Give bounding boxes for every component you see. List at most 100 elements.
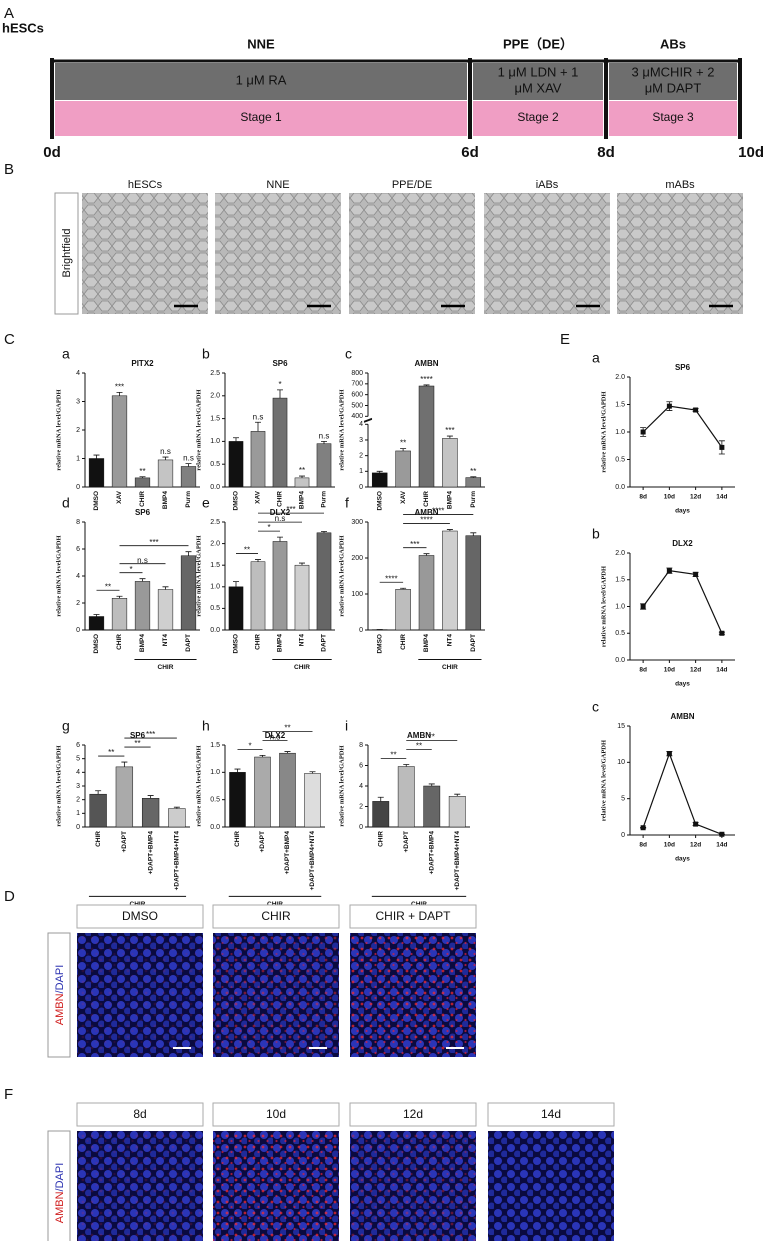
phase-label: PPE（DE） <box>503 36 573 51</box>
x-tick-label: 10d <box>664 667 675 674</box>
x-tick-label: BMP4 <box>423 634 430 652</box>
image-title: 10d <box>266 1107 286 1121</box>
x-tick-label: Purm <box>321 491 328 508</box>
chart-title: SP6 <box>675 363 691 372</box>
y-tick-label: 1.0 <box>615 429 625 436</box>
row-label-box <box>47 932 71 1058</box>
data-point <box>693 407 699 413</box>
panel-letter: F <box>4 1086 13 1103</box>
group-label: CHIR <box>294 664 310 671</box>
error-bar <box>93 614 100 617</box>
significance-label: * <box>248 741 251 750</box>
bar <box>157 459 174 488</box>
y-tick-label: 2.0 <box>615 550 625 557</box>
significance-label: ** <box>244 546 250 555</box>
chart-title: DLX2 <box>270 508 291 517</box>
y-tick-label: 1 <box>359 468 363 475</box>
error-bar <box>277 536 283 542</box>
error-bar <box>95 790 102 795</box>
bar <box>448 796 466 828</box>
image-title: mABs <box>665 179 695 191</box>
error-bar <box>321 531 327 533</box>
error-bar <box>233 437 239 442</box>
ambn-signal <box>350 1131 476 1241</box>
x-axis-label: days <box>675 856 690 863</box>
y-axis-label: relative mRNA level/GAPDH <box>600 566 607 647</box>
row-label-red: AMBN <box>54 993 66 1025</box>
brightfield-image <box>82 193 208 314</box>
bar <box>272 541 288 631</box>
title-box <box>349 1102 477 1127</box>
y-tick-label: 2 <box>359 452 363 459</box>
x-tick-label: DAPT <box>470 634 477 652</box>
significance-label: ** <box>299 466 305 475</box>
x-tick-label: DAPT <box>321 634 328 652</box>
significance-label: *** <box>115 382 124 391</box>
bar <box>141 798 160 828</box>
chart-title: SP6 <box>135 508 151 517</box>
x-tick-label: DMSO <box>93 491 100 511</box>
panel-sublabel: c <box>592 699 599 715</box>
data-point <box>666 403 672 409</box>
x-tick-label: +DAPT <box>259 831 266 853</box>
y-tick-label: 300 <box>351 519 363 526</box>
significance-label: n.s <box>319 432 330 441</box>
axis-break <box>363 417 373 423</box>
x-tick-label: 14d <box>716 494 727 501</box>
x-tick-label: CHIR <box>423 491 430 507</box>
y-tick-label: 0 <box>76 824 80 831</box>
fluorescence-image <box>488 1131 614 1241</box>
image-title: CHIR <box>261 909 291 923</box>
error-bar <box>162 586 169 590</box>
x-tick-label: 14d <box>716 667 727 674</box>
bar <box>88 616 105 631</box>
x-tick-label: 8d <box>639 494 647 501</box>
x-tick-label: +DAPT <box>121 831 128 853</box>
y-tick-label: 1.5 <box>210 742 220 749</box>
x-tick-label: +DAPT+BMP4+NT4 <box>454 831 461 891</box>
y-tick-label: 1.0 <box>210 438 220 445</box>
y-axis-label: relative mRNA level/GAPDH <box>338 745 345 826</box>
bar <box>88 458 105 488</box>
bar <box>89 793 107 828</box>
data-point <box>666 751 672 757</box>
y-tick-label: 0.0 <box>210 484 220 491</box>
time-label: 10d <box>738 144 764 161</box>
error-bar <box>277 389 283 399</box>
ambn-signal <box>77 933 203 1057</box>
panel-letter: E <box>560 331 570 348</box>
y-tick-label: 6 <box>76 742 80 749</box>
x-tick-label: 12d <box>690 667 701 674</box>
error-bar <box>185 551 192 556</box>
y-tick-label: 3 <box>76 398 80 405</box>
y-tick-label: 6 <box>76 546 80 553</box>
error-bar <box>139 476 146 478</box>
panel-sublabel: b <box>202 346 210 362</box>
y-axis-label: relative mRNA level/GAPDH <box>338 535 345 616</box>
y-tick-label: 0 <box>359 484 363 491</box>
panel-sublabel: i <box>345 718 348 734</box>
image-title: DMSO <box>122 909 158 923</box>
time-label: 0d <box>43 144 61 161</box>
significance-label: ** <box>108 748 114 757</box>
treatment-text: 1 μM LDN + 1 <box>498 64 579 79</box>
chart-title: SP6 <box>272 359 288 368</box>
y-tick-label: 700 <box>351 381 363 388</box>
bar <box>465 477 482 488</box>
row-label-blue: /DAPI <box>54 1163 66 1192</box>
data-point <box>640 825 646 831</box>
error-bar <box>116 391 123 396</box>
data-line <box>642 405 723 448</box>
significance-label: *** <box>410 540 419 549</box>
brightfield-image <box>484 193 610 314</box>
y-tick-label: 1.5 <box>615 577 625 584</box>
bar <box>442 438 458 488</box>
bar <box>254 756 271 828</box>
chart-title: DLX2 <box>672 539 693 548</box>
origin-label: hESCs <box>2 20 44 35</box>
significance-label: ** <box>134 739 140 748</box>
y-tick-label: 0 <box>359 824 363 831</box>
image-title: 14d <box>541 1107 561 1121</box>
panel-sublabel: e <box>202 495 210 511</box>
time-label: 8d <box>597 144 615 161</box>
